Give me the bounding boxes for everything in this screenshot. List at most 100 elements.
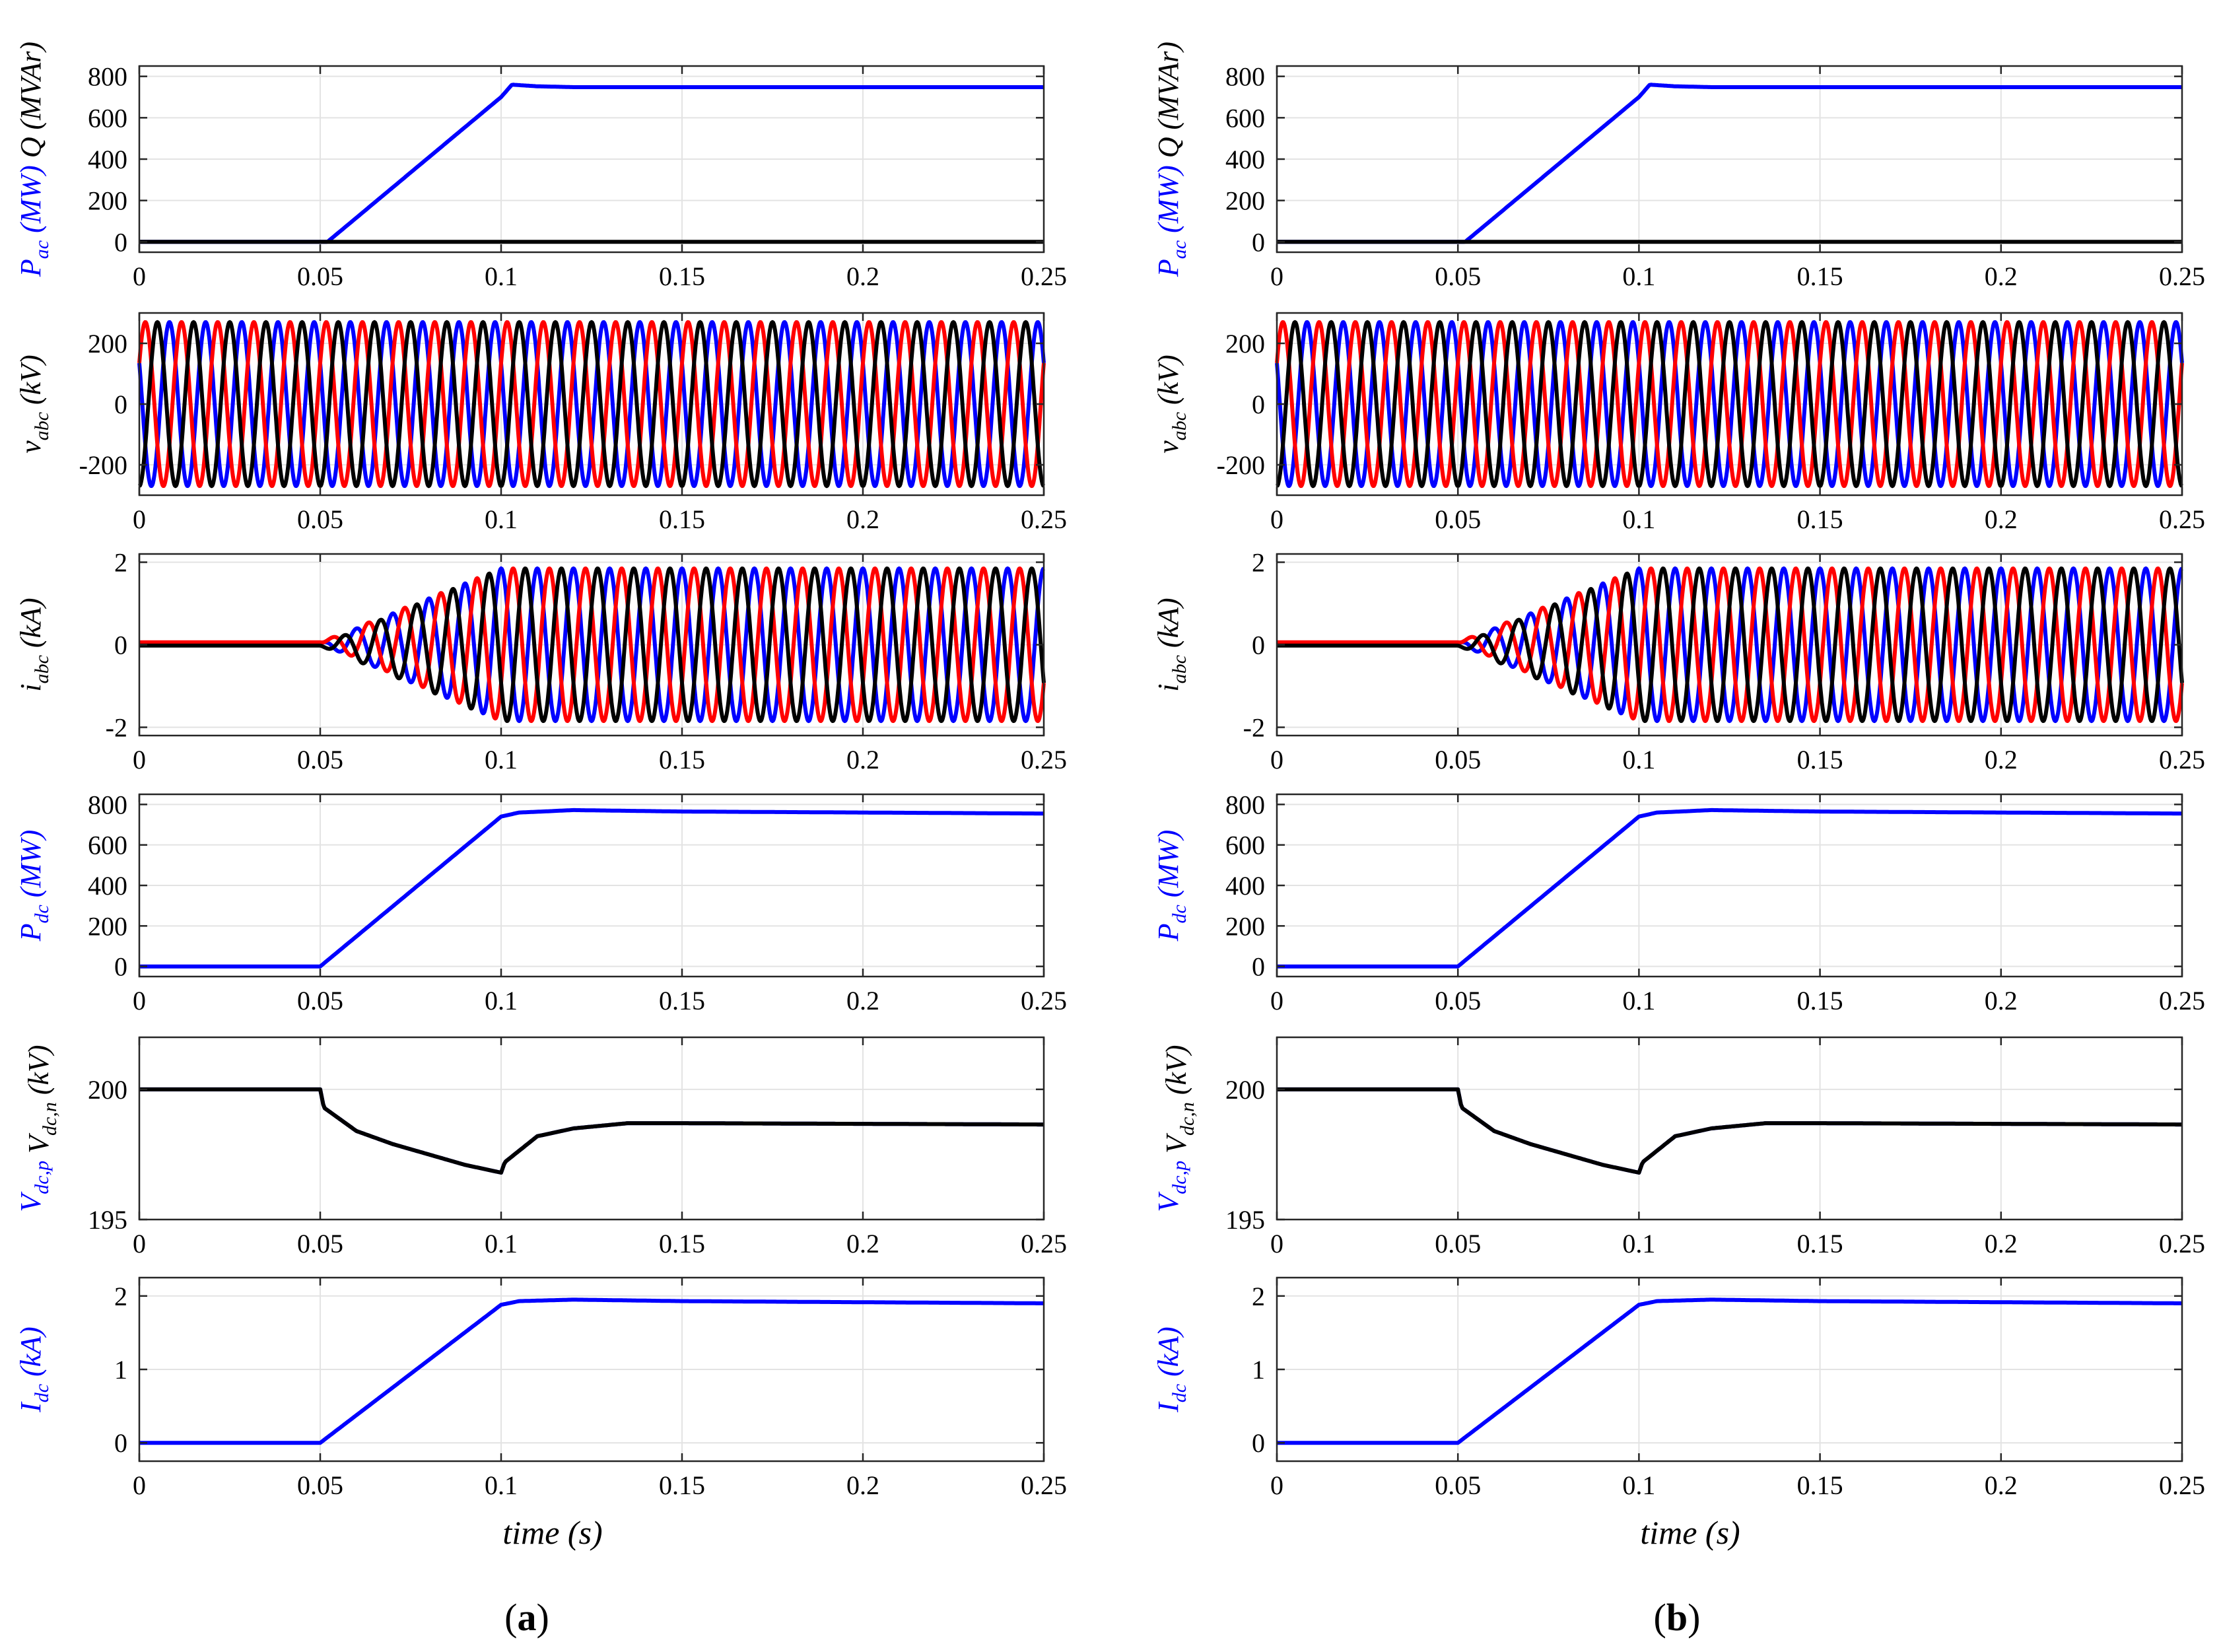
x-tick-label: 0.2 (846, 261, 879, 291)
y-tick-label: 195 (1225, 1205, 1265, 1235)
y-label-symbol: P (1152, 924, 1184, 942)
subplot-b-5: 0 0.05 0.1 0.15 0.2 0.25 195 200 Vdc,p Vdc,n (kV… (1152, 1036, 2205, 1258)
y-tick-label: -2 (106, 713, 127, 743)
x-tick-label: 0 (133, 1470, 146, 1500)
y-label-unit: (kA) (15, 598, 47, 655)
x-tick-label: 0.25 (1021, 261, 1067, 291)
y-tick-label: 0 (1252, 227, 1265, 257)
y-label-symbol: P (15, 259, 47, 277)
y-tick-label: 2 (1252, 548, 1265, 578)
x-tick-label: 0.25 (1021, 1229, 1067, 1258)
y-label-symbol: P (15, 924, 47, 942)
y-tick-label: 1 (114, 1355, 127, 1385)
y-tick-label: 0 (114, 390, 127, 419)
x-axis-label-b: time (s) (1640, 1514, 1740, 1551)
series-line-ic (1276, 567, 2184, 723)
caption-b-letter: b (1666, 1596, 1688, 1639)
y-tick-label: 0 (114, 952, 127, 982)
x-tick-label: 0.25 (2159, 745, 2205, 774)
y-tick-label: 600 (1225, 831, 1265, 860)
y-tick-label: 600 (88, 103, 127, 133)
series-group-a-3 (138, 566, 1046, 724)
x-tick-label: 0.2 (1985, 745, 2018, 774)
y-label-unit: (kV) (22, 1045, 55, 1102)
y-axis-label-b-6: Idc (kA) (1152, 1326, 1190, 1413)
y-label-symbol: V (1152, 1191, 1184, 1212)
x-tick-label: 0 (1270, 1470, 1283, 1500)
series-group-b-4 (1276, 808, 2183, 969)
y-label-symbol: I (15, 1401, 47, 1413)
subplot-a-4: 0 0.05 0.1 0.15 0.2 0.25 0 200 400 600 800 Pdc (MW) (15, 790, 1067, 1015)
series-line-pdc (1276, 808, 2183, 969)
y-label-symbol: i (1152, 683, 1184, 691)
y-label-subscript: dc,p (31, 1161, 53, 1194)
y-label-symbol: V (15, 1191, 47, 1212)
y-tick-label: 0 (1252, 952, 1265, 982)
x-tick-label: 0.2 (846, 745, 879, 774)
y-tick-label: 400 (1225, 871, 1265, 901)
x-tick-label: 0 (133, 1229, 146, 1258)
x-tick-label: 0.05 (1435, 1229, 1481, 1258)
y-label-symbol: V (1160, 1132, 1192, 1153)
y-tick-label: 800 (88, 790, 127, 819)
y-label-subscript: abc (1169, 655, 1190, 683)
series-group-a-1 (139, 83, 1044, 244)
caption-b: (b) (1654, 1596, 1701, 1639)
y-axis-label-a-5: Vdc,p Vdc,n (kV) (15, 1045, 61, 1212)
y-axis-label-a-4: Pdc (MW) (15, 830, 53, 942)
y-axis-label-b-1: Pac (MW) Q (MVAr) (1152, 42, 1190, 277)
x-tick-label: 0.2 (846, 504, 879, 534)
x-tick-label: 0.2 (846, 1470, 879, 1500)
x-tick-label: 0.15 (1797, 745, 1843, 774)
plot-frame (138, 1036, 1045, 1221)
y-tick-label: 200 (1225, 329, 1265, 359)
series-group-a-6 (139, 1297, 1044, 1445)
series-line-vc (138, 320, 1045, 489)
y-axis-label-b-5: Vdc,p Vdc,n (kV) (1152, 1045, 1198, 1212)
x-tick-label: 0.05 (297, 261, 343, 291)
y-label-subscript: abc (31, 412, 53, 440)
y-tick-label: 800 (88, 62, 127, 92)
series-line-vc (1276, 320, 2183, 489)
x-tick-label: 0.2 (1985, 1470, 2018, 1500)
y-tick-label: 0 (114, 631, 127, 660)
x-tick-label: 0.25 (2159, 504, 2205, 534)
x-tick-label: 0.1 (485, 504, 518, 534)
x-tick-label: 0.2 (1985, 1229, 2018, 1258)
x-tick-label: 0.15 (659, 1229, 705, 1258)
y-label-symbol: v (15, 440, 47, 454)
y-label-subscript: dc (1169, 1384, 1190, 1402)
y-label-unit: (MVAr) (15, 42, 47, 137)
y-label-unit: (MW) (1152, 830, 1184, 905)
y-tick-label: -200 (1217, 450, 1265, 480)
subplot-b-1: 0 0.05 0.1 0.15 0.2 0.25 0 200 400 600 800 Pac (MW)… (1152, 42, 2205, 291)
series-line-pdc (139, 808, 1044, 969)
x-tick-label: 0 (133, 745, 146, 774)
x-tick-label: 0.25 (2159, 261, 2205, 291)
series-line-idc (1276, 1297, 2183, 1445)
x-tick-label: 0.05 (1435, 986, 1481, 1015)
y-label-symbol: i (15, 683, 47, 691)
x-tick-label: 0.15 (659, 745, 705, 774)
y-axis-label-b-2: vabc (kV) (1152, 355, 1190, 454)
x-tick-label: 0.1 (485, 1229, 518, 1258)
x-tick-label: 0.1 (1622, 1470, 1655, 1500)
x-tick-label: 0.1 (1622, 986, 1655, 1015)
x-tick-label: 0.15 (1797, 504, 1843, 534)
y-tick-label: 200 (88, 911, 127, 941)
y-label-symbol: V (22, 1132, 55, 1153)
y-label-unit: (MW) (15, 165, 47, 240)
y-label-unit: (kA) (1152, 598, 1184, 655)
y-label-subscript: dc,n (39, 1102, 61, 1136)
y-label-symbol: Q (1152, 137, 1184, 158)
y-label-subscript: ac (31, 240, 53, 259)
y-label-subscript: dc,n (1177, 1102, 1198, 1136)
y-label-symbol: I (1152, 1401, 1184, 1413)
series-group-b-1 (1276, 83, 2183, 244)
series-group-a-5 (139, 1087, 1044, 1175)
y-tick-label: 400 (88, 871, 127, 901)
y-axis-label-b-4: Pdc (MW) (1152, 830, 1190, 942)
x-tick-label: 0.05 (297, 1470, 343, 1500)
